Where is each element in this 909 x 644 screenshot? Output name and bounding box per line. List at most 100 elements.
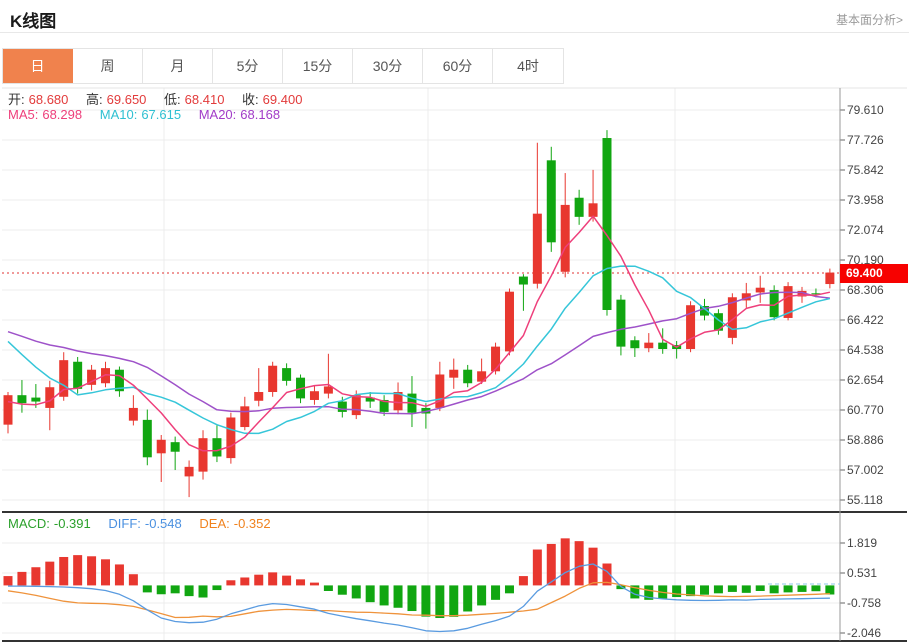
candle[interactable] (3, 395, 13, 425)
macd-bar[interactable] (379, 585, 389, 606)
macd-bar[interactable] (741, 585, 751, 593)
candle[interactable] (588, 203, 598, 217)
macd-bar[interactable] (282, 575, 292, 586)
macd-bar[interactable] (546, 543, 556, 586)
candle[interactable] (644, 342, 654, 349)
candle[interactable] (309, 391, 319, 400)
candle[interactable] (170, 442, 180, 452)
candle[interactable] (379, 399, 389, 412)
macd-bar[interactable] (240, 577, 250, 586)
macd-bar[interactable] (783, 585, 793, 593)
candle[interactable] (491, 346, 501, 372)
candle[interactable] (630, 340, 640, 349)
macd-bar[interactable] (73, 555, 83, 586)
macd-bar[interactable] (365, 585, 375, 603)
macd-bar[interactable] (560, 538, 570, 586)
macd-bar[interactable] (769, 585, 779, 594)
candle[interactable] (574, 197, 584, 217)
candle[interactable] (254, 392, 264, 401)
candle[interactable] (31, 397, 41, 402)
macd-bar[interactable] (755, 585, 765, 591)
candle[interactable] (602, 138, 612, 311)
candle[interactable] (268, 365, 278, 393)
candle[interactable] (463, 369, 473, 384)
macd-bar[interactable] (407, 585, 417, 612)
macd-bar[interactable] (477, 585, 487, 606)
tab-15分[interactable]: 15分 (283, 49, 353, 83)
macd-bar[interactable] (337, 585, 347, 595)
candle[interactable] (797, 290, 807, 297)
candle[interactable] (365, 397, 375, 402)
macd-bar[interactable] (254, 574, 264, 586)
candle[interactable] (87, 369, 97, 385)
candle[interactable] (783, 286, 793, 318)
macd-bar[interactable] (421, 585, 431, 617)
candle[interactable] (351, 395, 361, 416)
candle[interactable] (101, 368, 111, 384)
candle[interactable] (713, 313, 723, 331)
macd-bar[interactable] (198, 585, 208, 598)
macd-bar[interactable] (323, 585, 333, 591)
candle[interactable] (560, 204, 570, 272)
macd-bar[interactable] (449, 585, 459, 617)
macd-bar[interactable] (727, 585, 737, 592)
macd-bar[interactable] (602, 563, 612, 586)
macd-bar[interactable] (644, 585, 654, 600)
tab-30分[interactable]: 30分 (353, 49, 423, 83)
macd-bar[interactable] (532, 549, 542, 586)
macd-bar[interactable] (435, 585, 445, 619)
candle[interactable] (769, 290, 779, 318)
candle[interactable] (156, 439, 166, 454)
macd-bar[interactable] (128, 574, 138, 586)
macd-bar[interactable] (212, 585, 222, 591)
macd-bar[interactable] (588, 547, 598, 586)
candle[interactable] (504, 291, 514, 352)
macd-bar[interactable] (504, 585, 514, 594)
macd-bar[interactable] (87, 556, 97, 586)
candle[interactable] (741, 293, 751, 301)
candle[interactable] (184, 466, 194, 477)
macd-bar[interactable] (309, 582, 319, 586)
candle[interactable] (45, 387, 55, 408)
macd-bar[interactable] (463, 585, 473, 612)
candle[interactable] (323, 386, 333, 394)
candle[interactable] (142, 419, 152, 458)
macd-bar[interactable] (574, 541, 584, 586)
tab-周[interactable]: 周 (73, 49, 143, 83)
candle[interactable] (811, 293, 821, 295)
macd-bar[interactable] (393, 585, 403, 608)
candle[interactable] (282, 368, 292, 381)
candle[interactable] (686, 305, 696, 350)
candle[interactable] (532, 213, 542, 284)
candle[interactable] (128, 407, 138, 421)
candle[interactable] (435, 374, 445, 408)
macd-bar[interactable] (170, 585, 180, 594)
macd-bar[interactable] (59, 556, 69, 586)
candle[interactable] (17, 395, 27, 404)
tab-5分[interactable]: 5分 (213, 49, 283, 83)
macd-bar[interactable] (268, 572, 278, 586)
tab-60分[interactable]: 60分 (423, 49, 493, 83)
macd-bar[interactable] (184, 585, 194, 597)
macd-bar[interactable] (672, 585, 682, 598)
candle[interactable] (658, 342, 668, 350)
macd-bar[interactable] (17, 571, 27, 586)
macd-bar[interactable] (518, 576, 528, 586)
candle[interactable] (421, 407, 431, 414)
macd-bar[interactable] (713, 585, 723, 594)
candle[interactable] (700, 306, 709, 316)
macd-bar[interactable] (3, 576, 13, 586)
candle[interactable] (212, 438, 222, 457)
candle[interactable] (616, 299, 626, 347)
candle[interactable] (59, 360, 69, 397)
macd-bar[interactable] (700, 585, 709, 595)
macd-bar[interactable] (226, 580, 236, 586)
macd-bar[interactable] (686, 585, 696, 597)
candle[interactable] (477, 371, 487, 382)
macd-bar[interactable] (797, 585, 807, 592)
candle[interactable] (114, 369, 124, 392)
candle[interactable] (73, 361, 83, 389)
candle[interactable] (337, 401, 347, 412)
candle[interactable] (755, 287, 765, 293)
